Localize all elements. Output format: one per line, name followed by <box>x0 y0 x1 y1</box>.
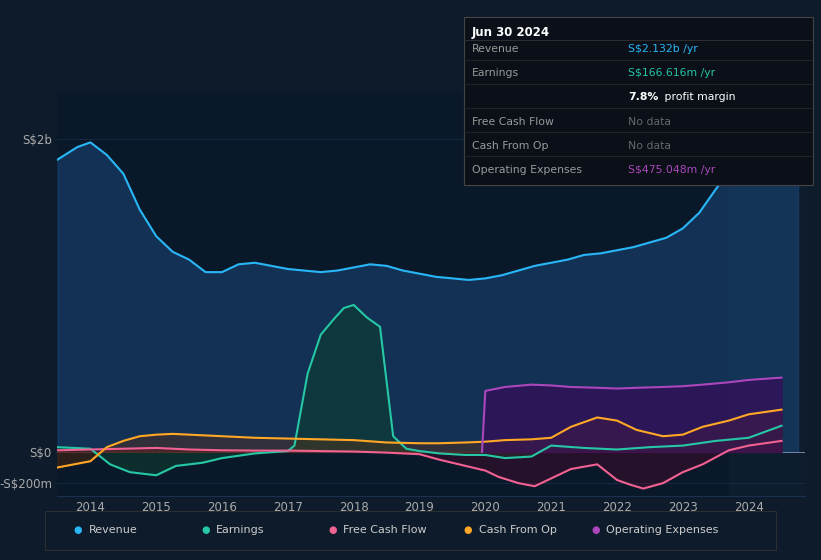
Text: Operating Expenses: Operating Expenses <box>606 525 718 535</box>
Text: No data: No data <box>628 141 671 151</box>
Text: profit margin: profit margin <box>661 92 736 102</box>
Text: Jun 30 2024: Jun 30 2024 <box>472 26 550 39</box>
Text: Cash From Op: Cash From Op <box>472 141 548 151</box>
Text: Earnings: Earnings <box>472 68 519 78</box>
Text: Revenue: Revenue <box>472 44 520 54</box>
Text: S$2.132b /yr: S$2.132b /yr <box>628 44 698 54</box>
Text: ●: ● <box>328 525 337 535</box>
Text: S$166.616m /yr: S$166.616m /yr <box>628 68 715 78</box>
Text: S$475.048m /yr: S$475.048m /yr <box>628 165 715 175</box>
Text: Earnings: Earnings <box>216 525 264 535</box>
Text: 7.8%: 7.8% <box>628 92 658 102</box>
Text: ●: ● <box>74 525 82 535</box>
Text: ●: ● <box>201 525 209 535</box>
Text: Revenue: Revenue <box>89 525 137 535</box>
Text: ●: ● <box>464 525 472 535</box>
Bar <box>729 92 805 496</box>
Text: Cash From Op: Cash From Op <box>479 525 557 535</box>
Text: Free Cash Flow: Free Cash Flow <box>343 525 427 535</box>
Text: Free Cash Flow: Free Cash Flow <box>472 116 554 127</box>
Text: ●: ● <box>591 525 599 535</box>
Text: Operating Expenses: Operating Expenses <box>472 165 582 175</box>
Text: No data: No data <box>628 116 671 127</box>
